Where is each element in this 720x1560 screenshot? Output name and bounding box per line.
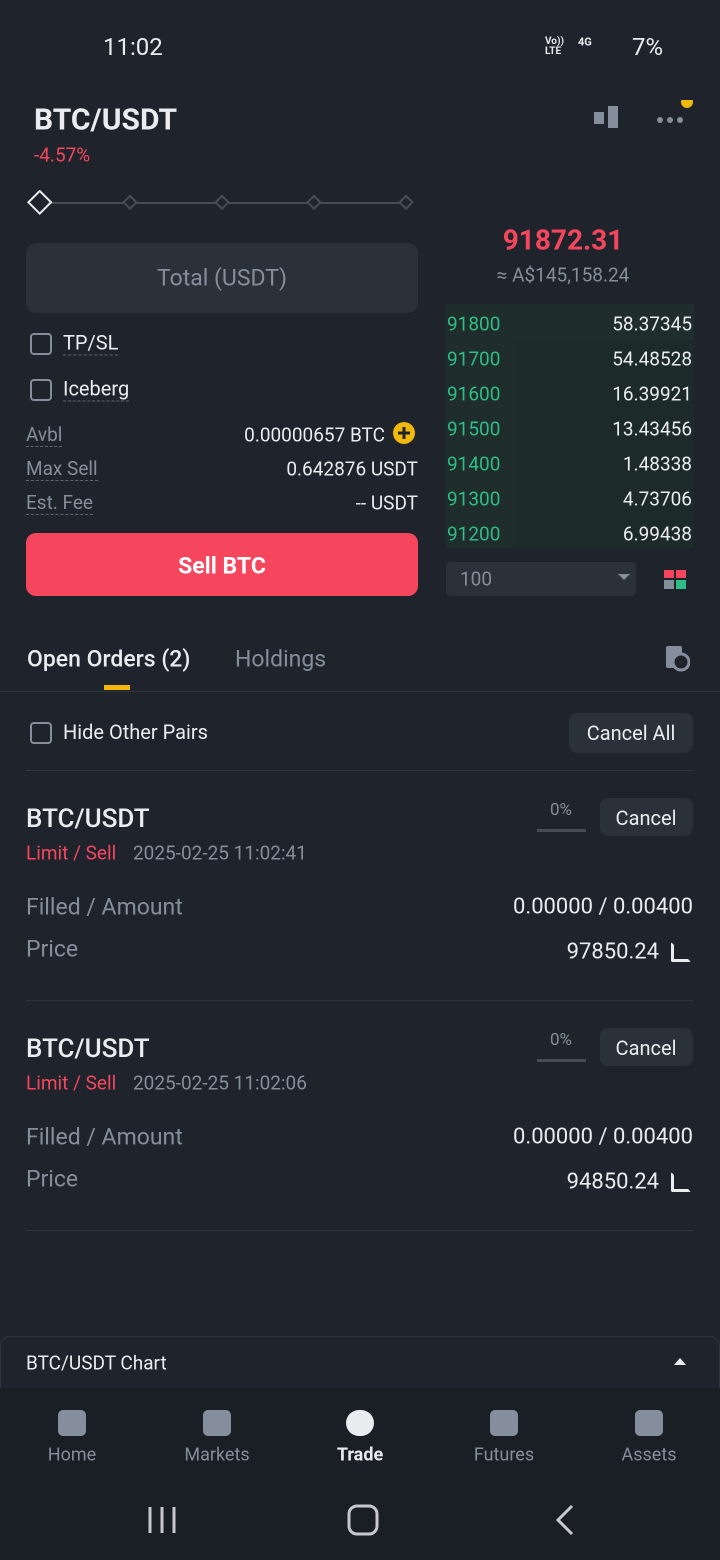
system-nav[interactable]: [0, 1495, 720, 1545]
info-value: -- USDT: [355, 491, 418, 515]
bid-amount: 1.48338: [622, 452, 692, 476]
checkbox[interactable]: [30, 379, 52, 401]
sell-label: Sell BTC: [178, 552, 266, 580]
last-price: 91872.31: [502, 223, 624, 257]
checkbox[interactable]: [30, 722, 52, 744]
nav-label[interactable]: Assets: [621, 1444, 677, 1466]
order-time: 2025-02-25 11:02:41: [133, 841, 307, 865]
cancel-all-label: Cancel All: [586, 721, 676, 745]
info-value: 0.642876 USDT: [286, 457, 418, 481]
info-value: 0.00000657 BTC: [244, 423, 385, 447]
bid-price: 91800: [447, 312, 501, 336]
divider: [26, 1230, 693, 1231]
order-type: Limit / Sell: [26, 841, 117, 865]
cancel-button[interactable]: [600, 798, 693, 836]
cancel-button[interactable]: [600, 1028, 693, 1066]
nav-icon[interactable]: [490, 1410, 518, 1436]
price-label: Price: [26, 935, 79, 963]
bid-amount: 58.37345: [612, 312, 692, 336]
nav-label[interactable]: Futures: [473, 1444, 535, 1466]
bid-price: 91400: [447, 452, 501, 476]
filled-label: Filled / Amount: [26, 1123, 183, 1151]
depth-select[interactable]: [446, 562, 636, 596]
hide-pairs-label: Hide Other Pairs: [63, 720, 208, 744]
checkbox[interactable]: [30, 333, 52, 355]
filled-label: Filled / Amount: [26, 893, 183, 921]
network-type: 4G: [578, 35, 592, 49]
total-input[interactable]: [26, 243, 418, 313]
expand-icon[interactable]: [673, 1356, 687, 1366]
bid-price: 91700: [447, 347, 501, 371]
nav-icon[interactable]: [203, 1410, 231, 1436]
price-value: 97850.24: [566, 939, 659, 965]
bid-amount: 54.48528: [612, 347, 692, 371]
book-icons[interactable]: [616, 570, 696, 594]
tab-active[interactable]: Open Orders (2): [27, 645, 191, 673]
divider: [0, 691, 720, 692]
chart-bar-label: BTC/USDT Chart: [26, 1351, 167, 1375]
order-time: 2025-02-25 11:02:06: [133, 1071, 307, 1095]
option-label: Iceberg: [63, 376, 130, 402]
tab-indicator: [104, 685, 130, 690]
cancel-all-button[interactable]: [569, 713, 693, 753]
history-icon[interactable]: [664, 644, 690, 672]
bid-price: 91200: [447, 522, 501, 546]
bid-amount: 4.73706: [622, 487, 692, 511]
divider: [26, 770, 693, 771]
slider[interactable]: [26, 190, 418, 218]
bid-amount: 13.43456: [612, 417, 692, 441]
nav-label[interactable]: Markets: [184, 1444, 250, 1466]
info-label: Avbl: [26, 423, 63, 447]
option-label: TP/SL: [63, 330, 119, 356]
price-value: 94850.24: [566, 1169, 659, 1195]
battery: 7%: [632, 33, 664, 61]
order-progress: 0%: [549, 800, 573, 820]
header-icons[interactable]: [590, 100, 700, 140]
pair-title[interactable]: BTC/USDT: [34, 102, 178, 138]
order-pair: BTC/USDT: [26, 804, 150, 834]
nav-icon[interactable]: [346, 1410, 374, 1436]
sell-button[interactable]: [26, 533, 418, 596]
nav-label[interactable]: Trade: [336, 1444, 384, 1466]
order-type: Limit / Sell: [26, 1071, 117, 1095]
fiat-price: ≈ A$145,158.24: [496, 263, 630, 287]
filled-value: 0.00000 / 0.00400: [513, 1124, 693, 1150]
bid-amount: 6.99438: [622, 522, 692, 546]
add-funds-icon[interactable]: [392, 421, 416, 445]
edit-icon[interactable]: [671, 1172, 691, 1192]
filled-value: 0.00000 / 0.00400: [513, 894, 693, 920]
nav-icon[interactable]: [635, 1410, 663, 1436]
bid-amount: 16.39921: [612, 382, 692, 406]
depth-value: 100: [460, 567, 493, 591]
cancel-label: Cancel: [615, 806, 677, 830]
divider: [26, 1000, 693, 1001]
bid-price: 91300: [447, 487, 501, 511]
edit-icon[interactable]: [671, 942, 691, 962]
price-label: Price: [26, 1165, 79, 1193]
nav-icon[interactable]: [58, 1410, 86, 1436]
progress-track: [537, 1059, 586, 1062]
bid-price: 91600: [447, 382, 501, 406]
order-progress: 0%: [549, 1030, 573, 1050]
info-label: Max Sell: [26, 457, 98, 481]
network: Vo)) LTE: [545, 36, 564, 57]
info-label: Est. Fee: [26, 491, 94, 515]
order-pair: BTC/USDT: [26, 1034, 150, 1064]
cancel-label: Cancel: [615, 1036, 677, 1060]
bid-price: 91500: [447, 417, 501, 441]
price-change: -4.57%: [34, 143, 91, 167]
depth-bg: [516, 340, 694, 548]
clock: 11:02: [103, 33, 163, 61]
tab[interactable]: Holdings: [235, 645, 327, 673]
progress-track: [537, 829, 586, 832]
nav-label[interactable]: Home: [47, 1444, 97, 1466]
total-placeholder: Total (USDT): [156, 264, 288, 292]
